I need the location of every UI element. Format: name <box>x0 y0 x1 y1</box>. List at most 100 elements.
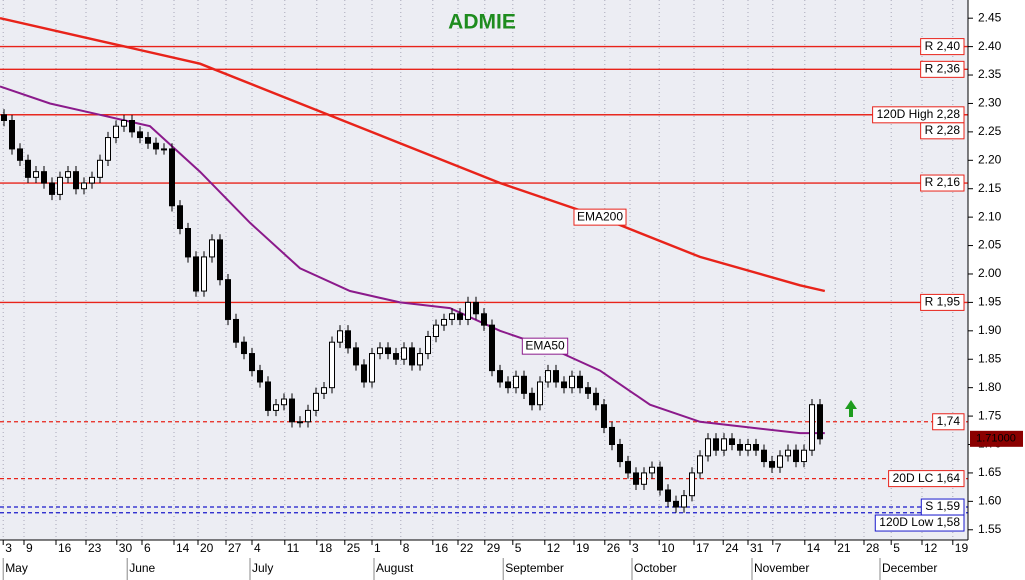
candle-body <box>377 347 383 355</box>
y-tick-label: 2.45 <box>978 10 1002 24</box>
y-tick-label: 2.15 <box>978 181 1002 195</box>
x-tick-label: 26 <box>607 541 621 555</box>
candle-body <box>713 438 719 451</box>
candle-body <box>569 375 575 389</box>
candle-body <box>769 461 775 468</box>
x-tick-label: 25 <box>347 541 361 555</box>
y-tick-label: 2.20 <box>978 152 1002 166</box>
x-tick-label: 8 <box>403 541 410 555</box>
y-tick-label: 1.80 <box>978 380 1002 394</box>
candle-body <box>625 461 631 474</box>
candle-body <box>481 313 487 326</box>
candle-body <box>177 205 183 230</box>
level-label: R 2,40 <box>925 39 961 53</box>
x-tick-label: 5 <box>515 541 522 555</box>
x-tick-label: 20 <box>200 541 214 555</box>
candle-body <box>225 279 231 320</box>
x-tick-label: 24 <box>725 541 739 555</box>
candle-body <box>793 449 799 463</box>
candle-body <box>321 387 327 394</box>
candle-body <box>513 375 519 389</box>
candle-body <box>673 500 679 508</box>
candle-body <box>185 228 191 258</box>
trend-arrow <box>845 400 857 417</box>
candle-body <box>65 171 71 178</box>
candle-body <box>337 330 343 343</box>
y-tick-label: 1.95 <box>978 295 1002 309</box>
x-tick-label: 10 <box>661 541 675 555</box>
candle-body <box>193 256 199 292</box>
candle-body <box>121 120 127 127</box>
candle-body <box>73 171 79 190</box>
level-label: 20D LC 1,64 <box>893 471 961 485</box>
month-label: July <box>252 561 273 575</box>
month-label: October <box>634 561 677 575</box>
candle-body <box>457 313 463 320</box>
candle-body <box>249 353 255 372</box>
candle-body <box>577 375 583 389</box>
level-label-box <box>888 470 965 488</box>
candle-body <box>473 301 479 315</box>
y-tick-label: 1.90 <box>978 323 1002 337</box>
x-tick-label: 19 <box>576 541 590 555</box>
month-label: June <box>129 561 155 575</box>
candle-body <box>353 347 359 366</box>
candle-body <box>265 381 271 411</box>
x-tick-label: 27 <box>228 541 242 555</box>
level-label-box <box>920 38 965 56</box>
candle-body <box>137 131 143 139</box>
level-label-box <box>872 106 965 124</box>
indicator-label-box <box>573 208 627 226</box>
candle-body <box>681 495 687 508</box>
indicator-label: EMA200 <box>577 209 623 223</box>
x-tick-label: 12 <box>924 541 938 555</box>
plot-background <box>0 0 968 540</box>
candle-body <box>241 341 247 355</box>
candle-body <box>601 404 607 428</box>
candle-body <box>57 176 63 195</box>
candle-body <box>1 114 7 122</box>
x-tick-label: 12 <box>547 541 561 555</box>
candle-body <box>329 341 335 389</box>
candle-body <box>633 472 639 485</box>
level-label-box <box>920 60 965 78</box>
x-tick-label: 23 <box>88 541 102 555</box>
level-label: R 2,28 <box>925 123 961 137</box>
candle-body <box>489 324 495 372</box>
candle-body <box>705 438 711 457</box>
candle-body <box>209 239 215 258</box>
y-tick-label: 1.60 <box>978 494 1002 508</box>
candle-body <box>721 438 727 451</box>
level-label: 1,74 <box>937 414 961 428</box>
y-axis-panel <box>968 0 1025 580</box>
candle-body <box>745 444 751 451</box>
y-tick-label: 2.05 <box>978 238 1002 252</box>
candle-body <box>273 404 279 411</box>
candle-body <box>369 353 375 383</box>
candle-body <box>385 347 391 355</box>
candle-body <box>425 336 431 355</box>
level-label-box <box>920 174 965 192</box>
candle-body <box>537 381 543 406</box>
month-label: December <box>882 561 937 575</box>
candle-body <box>393 353 399 360</box>
candle-body <box>521 375 527 394</box>
x-tick-label: 11 <box>287 541 300 555</box>
candle-body <box>585 387 591 394</box>
indicator-line <box>0 85 825 435</box>
candle-body <box>401 347 407 360</box>
x-tick-label: 17 <box>696 541 710 555</box>
candle-body <box>417 353 423 366</box>
candle-body <box>25 159 31 178</box>
x-tick-label: 4 <box>254 541 261 555</box>
level-label-box <box>920 122 965 140</box>
candle-body <box>33 171 39 178</box>
indicator-line <box>0 17 826 293</box>
x-tick-label: 19 <box>955 541 969 555</box>
x-tick-label: 14 <box>176 541 190 555</box>
x-tick-label: 5 <box>893 541 900 555</box>
month-label: September <box>505 561 564 575</box>
last-price-label: 1.71000 <box>976 433 1016 445</box>
candle-body <box>129 120 135 133</box>
